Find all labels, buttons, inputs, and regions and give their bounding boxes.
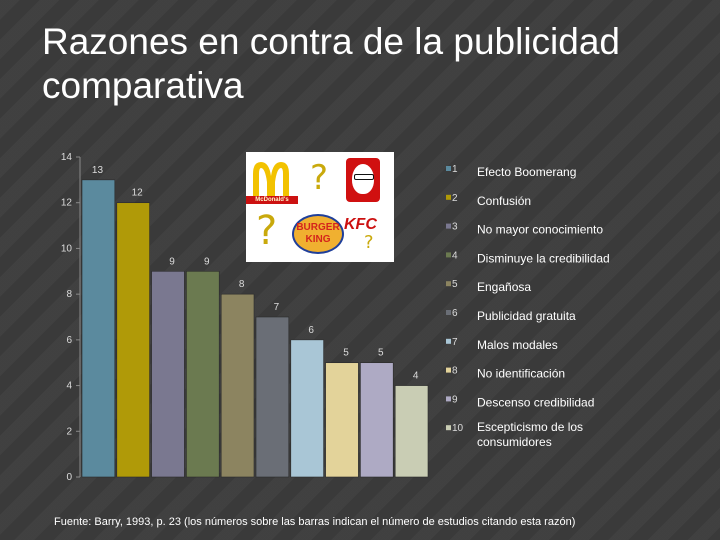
slide-title: Razones en contra de la publicidad compa… (42, 21, 620, 106)
legend-label-10: Escepticismo de los consumidores (477, 420, 583, 449)
legend-number-5: 5 (452, 279, 458, 290)
legend-label-4: Disminuye la credibilidad (477, 251, 610, 265)
legend: 1 Efecto Boomerang 2 Confusión 3 No mayor con… (446, 164, 610, 449)
legend-label-1: Efecto Boomerang (477, 165, 576, 179)
legend-swatch-3 (446, 223, 451, 229)
question-mark-icon: ? (310, 158, 329, 198)
legend-number-7: 7 (452, 337, 458, 348)
bars (81, 179, 429, 478)
legend-swatch-9 (446, 396, 451, 402)
legend-label-3: No mayor conocimiento (477, 223, 603, 237)
data-label-9: 5 (378, 348, 384, 359)
mcdonalds-arches-logo (253, 162, 289, 198)
legend-swatch-10 (446, 425, 451, 431)
fast-food-logos-image: McDonald's ? KFC ? BURGER KING ? (246, 152, 394, 262)
mcdonalds-wordmark: McDonald's (246, 196, 298, 204)
kfc-wordmark: KFC (344, 216, 377, 233)
y-tick-label: 14 (61, 152, 73, 163)
data-label-2: 12 (132, 188, 144, 199)
legend-swatch-7 (446, 338, 451, 344)
legend-swatch-4 (446, 252, 451, 258)
legend-label-8: No identificación (477, 367, 565, 381)
bar-6 (255, 316, 290, 478)
legend-label-2: Confusión (477, 194, 531, 208)
source-footnote: Fuente: Barry, 1993, p. 23 (los números … (54, 516, 576, 528)
data-label-3: 9 (169, 256, 175, 267)
question-mark-icon: ? (364, 232, 374, 253)
legend-swatch-6 (446, 310, 451, 315)
burger-king-word-top: BURGER (296, 222, 340, 233)
y-tick-label: 4 (66, 381, 72, 392)
y-axis: 0 2 4 6 8 10 12 14 (61, 152, 81, 483)
y-tick-label: 0 (66, 472, 72, 483)
legend-swatch-2 (446, 194, 451, 200)
legend-number-2: 2 (452, 193, 458, 204)
bar-9 (360, 362, 394, 478)
kfc-colonel-logo (346, 158, 380, 202)
legend-label-7: Malos modales (477, 338, 558, 352)
legend-swatch-8 (446, 367, 451, 373)
burger-king-logo: BURGER KING (292, 214, 344, 254)
bar-5 (220, 293, 255, 478)
bar-10 (394, 385, 429, 478)
data-label-10: 4 (413, 371, 419, 382)
legend-number-6: 6 (452, 308, 458, 319)
bar-8 (325, 362, 359, 478)
data-label-4: 9 (204, 256, 210, 267)
y-tick-label: 12 (61, 198, 73, 209)
bar-2 (116, 202, 150, 478)
bar-7 (290, 339, 324, 478)
bar-1 (81, 179, 116, 478)
data-label-6: 7 (274, 302, 280, 313)
legend-number-4: 4 (452, 250, 458, 261)
legend-number-8: 8 (452, 366, 458, 377)
y-tick-label: 10 (61, 243, 73, 254)
legend-label-9: Descenso credibilidad (477, 395, 594, 409)
legend-label-6: Publicidad gratuita (477, 309, 576, 323)
data-label-1: 13 (92, 165, 104, 176)
y-tick-label: 8 (66, 289, 72, 300)
data-label-7: 6 (308, 325, 314, 336)
legend-number-3: 3 (452, 222, 458, 233)
legend-swatch-1 (446, 166, 451, 171)
burger-king-word-bottom: KING (305, 234, 331, 245)
legend-label-5: Engañosa (477, 280, 531, 294)
question-mark-icon: ? (256, 208, 278, 254)
legend-swatch-5 (446, 281, 451, 287)
data-label-5: 8 (239, 279, 245, 290)
legend-number-1: 1 (452, 164, 458, 175)
legend-number-10: 10 (452, 423, 464, 434)
y-tick-label: 2 (66, 426, 72, 437)
data-label-8: 5 (343, 348, 349, 359)
y-tick-label: 6 (66, 335, 72, 346)
bar-4 (186, 270, 220, 478)
legend-number-9: 9 (452, 394, 458, 405)
bar-3 (151, 270, 185, 478)
data-labels: 13 12 9 9 8 7 6 5 5 4 (92, 165, 419, 382)
